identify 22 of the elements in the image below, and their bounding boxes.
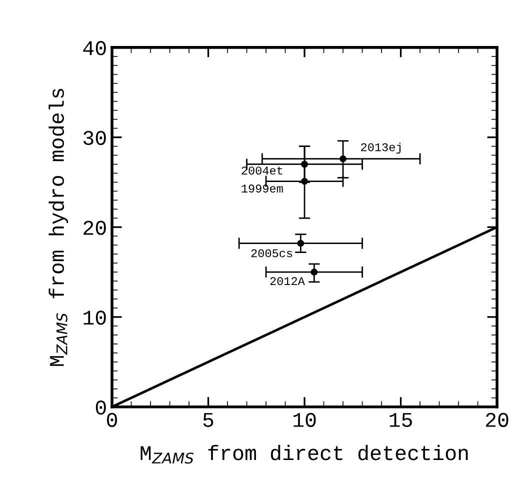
x-tick-label: 5: [203, 413, 214, 428]
x-axis-title: M$_{ZAMS}$ from direct detection: [140, 444, 468, 464]
y-tick-label: 10: [84, 310, 106, 325]
x-tick-label: 15: [390, 413, 412, 428]
point: [310, 268, 318, 276]
y-tick-label: 20: [84, 220, 106, 235]
annotation: 2013ej: [361, 142, 401, 154]
annotation: 1999em: [242, 184, 283, 193]
y-tick-label: 30: [83, 130, 106, 146]
y-tick-label: 0: [96, 400, 106, 415]
point: [301, 160, 308, 168]
point: [340, 155, 346, 162]
point: [297, 240, 304, 247]
annotation: 2005cs: [251, 249, 292, 258]
y-tick-label: 40: [83, 41, 106, 56]
x-tick-label: 10: [294, 412, 316, 428]
x-tick-label: 0: [107, 412, 117, 428]
annotation: 2012A: [270, 277, 305, 286]
point: [301, 178, 308, 185]
annotation: 2004et: [242, 166, 282, 175]
x-tick-label: 20: [486, 412, 508, 428]
y-axis-title: M$_{ZAMS}$ from hydro models: [48, 88, 68, 366]
